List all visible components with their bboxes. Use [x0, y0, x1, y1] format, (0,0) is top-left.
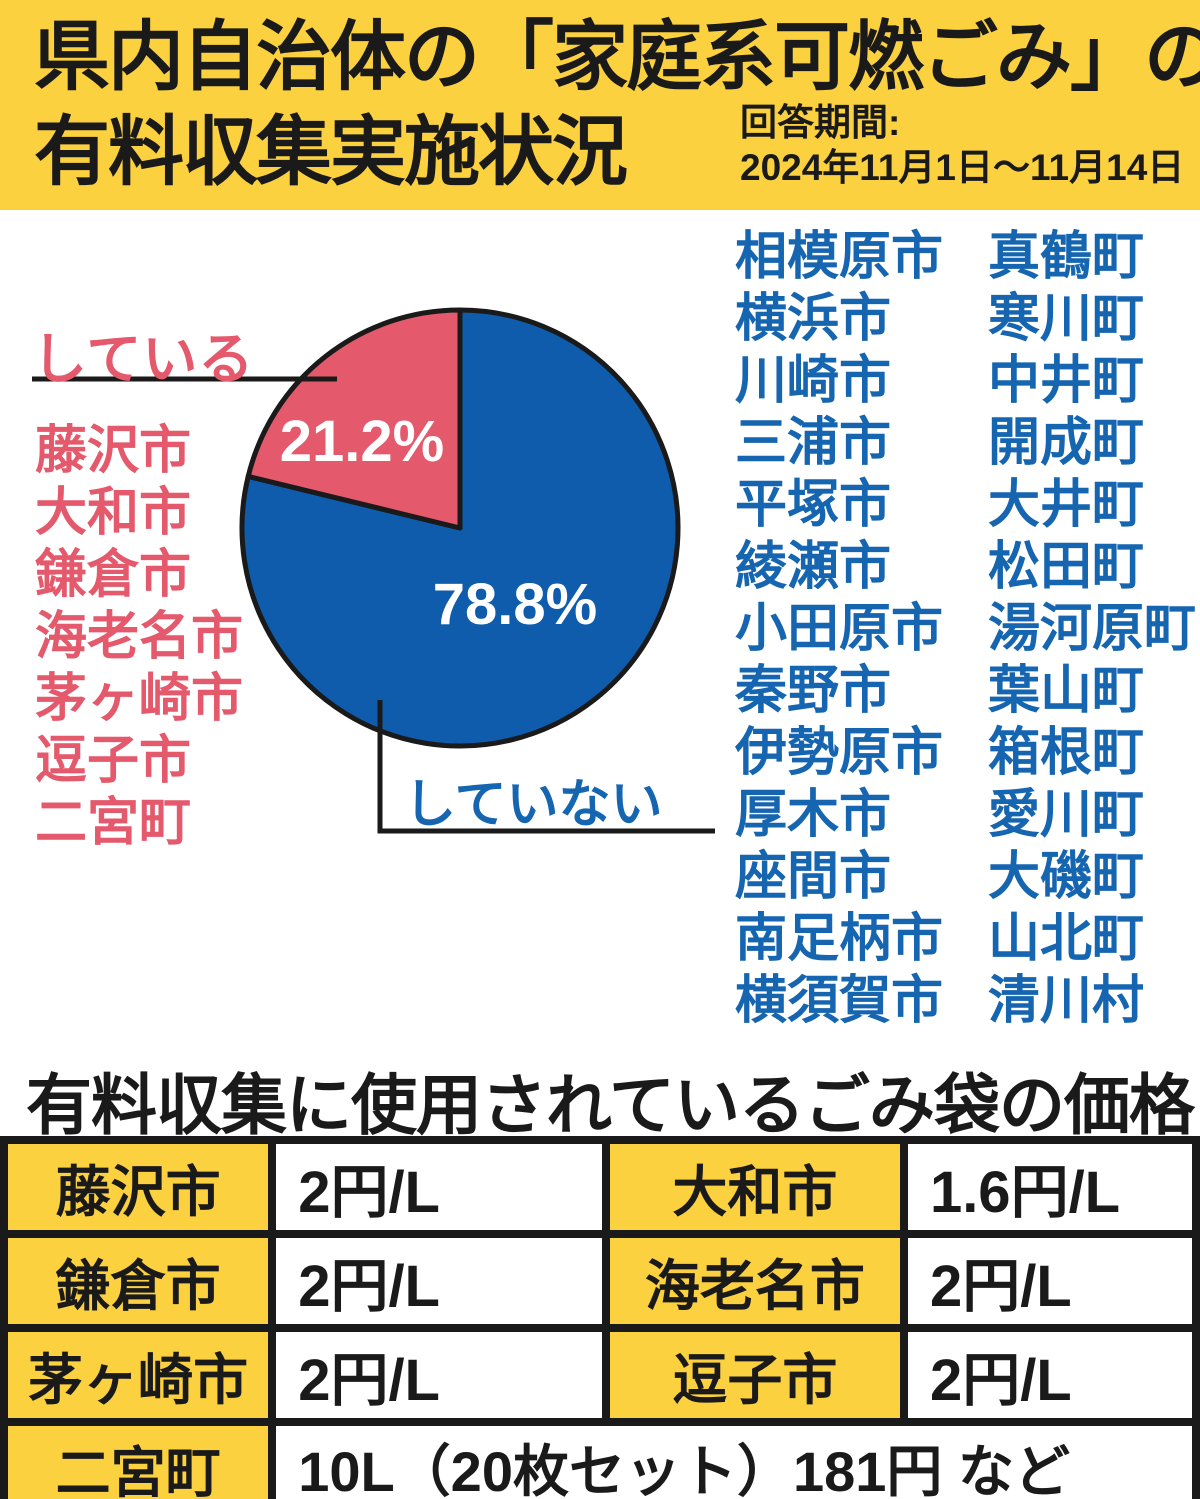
list-item: 清川村 — [988, 972, 1145, 1030]
table-row: 鎌倉市 2円/L 海老名市 2円/L — [0, 1230, 1200, 1332]
list-item: 中井町 — [988, 352, 1145, 410]
list-item: 川崎市 — [735, 352, 892, 410]
list-item: 横須賀市 — [735, 972, 944, 1030]
list-item: 二宮町 — [35, 794, 192, 852]
list-item: 寒川町 — [988, 290, 1145, 348]
list-item: 大和市 — [35, 484, 192, 542]
price-table-title: 有料収集に使用されているごみ袋の価格 — [26, 1068, 1195, 1142]
slice-value-not-doing: 78.8% — [432, 572, 598, 637]
list-item: 三浦市 — [735, 414, 892, 472]
survey-period: 回答期間: 2024年11月1日～11月14日 — [740, 100, 1184, 190]
survey-period-dates: 2024年11月1日～11月14日 — [740, 147, 1185, 188]
list-item: 小田原市 — [735, 600, 944, 658]
list-item: 鎌倉市 — [35, 546, 192, 604]
list-item: 厚木市 — [735, 786, 892, 844]
table-row: 茅ヶ崎市 2円/L 逗子市 2円/L — [0, 1324, 1200, 1426]
municipality-cell: 大和市 — [601, 1136, 908, 1238]
slice-label-doing: している — [32, 328, 255, 390]
list-item: 山北町 — [988, 910, 1145, 968]
price-cell: 2円/L — [268, 1230, 610, 1332]
slice-value-doing: 21.2% — [279, 409, 445, 474]
list-item: 藤沢市 — [35, 422, 192, 480]
municipality-cell: 鎌倉市 — [0, 1230, 277, 1332]
list-item: 南足柄市 — [735, 910, 944, 968]
table-row: 藤沢市 2円/L 大和市 1.6円/L — [0, 1136, 1200, 1238]
list-item: 綾瀬市 — [735, 538, 892, 596]
list-item: 秦野市 — [735, 662, 892, 720]
list-item: 相模原市 — [735, 228, 944, 286]
page-title-line1: 県内自治体の「家庭系可燃ごみ」の — [34, 15, 1200, 100]
price-cell: 2円/L — [268, 1324, 610, 1426]
list-item: 座間市 — [735, 848, 892, 906]
list-item: 大井町 — [988, 476, 1145, 534]
price-cell: 2円/L — [268, 1136, 610, 1238]
price-table: 藤沢市 2円/L 大和市 1.6円/L 鎌倉市 2円/L 海老名市 2円/L 茅… — [0, 1136, 1200, 1499]
pie-slice-doing — [245, 307, 463, 531]
list-item: 海老名市 — [35, 608, 244, 666]
list-item: 伊勢原市 — [735, 724, 944, 782]
list-item: 平塚市 — [735, 476, 892, 534]
list-item: 箱根町 — [988, 724, 1145, 782]
table-row: 二宮町 10L（20枚セット）181円 など — [0, 1418, 1200, 1499]
price-cell: 1.6円/L — [899, 1136, 1200, 1238]
price-cell: 10L（20枚セット）181円 など — [268, 1418, 1200, 1499]
header-banner: 県内自治体の「家庭系可燃ごみ」の 有料収集実施状況 回答期間: 2024年11月… — [0, 0, 1200, 210]
survey-period-label: 回答期間: — [740, 102, 901, 143]
municipality-cell: 藤沢市 — [0, 1136, 277, 1238]
list-item: 湯河原町 — [988, 600, 1197, 658]
pie-chart — [32, 307, 715, 834]
slice-label-not-doing: していない — [404, 776, 663, 834]
page-title: 県内自治体の「家庭系可燃ごみ」の 有料収集実施状況 — [34, 10, 1200, 200]
list-item: 横浜市 — [735, 290, 892, 348]
price-cell: 2円/L — [899, 1230, 1200, 1332]
doing-municipality-list: 藤沢市 大和市 鎌倉市 海老名市 茅ヶ崎市 逗子市 二宮町 — [35, 420, 243, 854]
page-title-line2: 有料収集実施状況 — [34, 110, 628, 195]
municipality-cell: 海老名市 — [601, 1230, 908, 1332]
list-item: 葉山町 — [988, 662, 1145, 720]
list-item: 真鶴町 — [988, 228, 1145, 286]
list-item: 大磯町 — [988, 848, 1145, 906]
municipality-cell: 茅ヶ崎市 — [0, 1324, 277, 1426]
list-item: 松田町 — [988, 538, 1145, 596]
list-item: 茅ヶ崎市 — [35, 670, 244, 728]
list-item: 愛川町 — [988, 786, 1145, 844]
leader-line-not-doing — [377, 700, 715, 834]
not-doing-municipality-list: 相模原市 真鶴町 横浜市 寒川町 川崎市 中井町 三浦市 開成町 平塚市 大井町 綾瀬市 松… — [735, 226, 1196, 1032]
list-item: 開成町 — [988, 414, 1145, 472]
list-item: 逗子市 — [35, 732, 192, 790]
municipality-cell: 二宮町 — [0, 1418, 277, 1499]
price-cell: 2円/L — [899, 1324, 1200, 1426]
municipality-cell: 逗子市 — [601, 1324, 908, 1426]
